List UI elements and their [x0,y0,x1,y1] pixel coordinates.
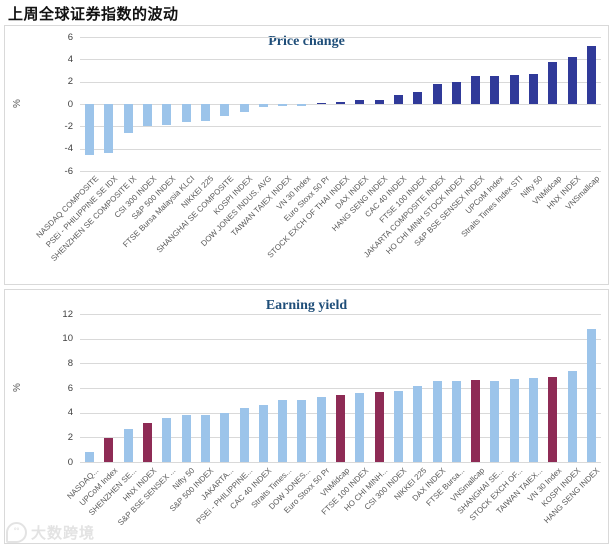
bar-dax-index [432,381,442,462]
gridline [80,171,601,172]
bar-hnx-index [567,56,577,104]
bar-euro-stoxx-50-pr [316,102,326,104]
gridline [80,363,601,365]
bar-csi-300-index [143,104,152,127]
gridline [80,59,601,61]
gridline [80,104,601,105]
bar-taiwan-taiex-index [278,104,288,107]
bar-s-p-500-index [162,104,172,126]
bar-dow-jones-indus-avg [258,104,268,108]
y-axis-unit-label: % [11,383,23,392]
bar-ho-chi-minh [374,391,384,462]
bar-upcom-index [104,437,114,462]
bar-straits-times-index-sti [509,75,519,104]
bar-cac-40-index [393,94,403,104]
earning-yield-chart-panel: Earning yield % 12 10 8 6 4 2 0 NASDAQ... UPCoM … [4,289,609,544]
chart-title-earning-yield: Earning yield [265,298,348,313]
y-axis-tick-label: -4 [64,143,73,155]
bar-vnmidcap [336,395,345,462]
bar-straits-times [278,400,288,462]
bar-cac-40-index [258,405,268,462]
y-axis-tick-label: 4 [67,407,73,419]
bar-dow-jones [297,400,307,462]
y-axis-tick-label: 4 [67,53,73,65]
gridline [80,462,601,463]
bar-vnsmallcap [471,380,481,462]
bar-stock-exch-of [509,379,519,462]
bar-dax-index [355,99,365,104]
bar-stock-exch-of-thai-index [336,101,345,104]
bar-s-p-500-index [200,414,210,462]
bar-hnx-index [143,423,152,462]
bar-psei-philippine-se-idx [104,104,114,154]
bar-nikkei-225 [200,104,210,121]
bar-hang-seng-index [374,99,384,104]
bar-nasdaq-composite [85,104,95,156]
bar-shanghai-se-composite [220,104,230,117]
bar-vn-30-index [548,376,558,462]
bar-vn-30-index [297,104,307,106]
y-axis-tick-label: -2 [64,120,73,132]
gridline [80,81,601,83]
y-axis-tick-label: 0 [67,98,73,110]
y-axis-tick-label: 10 [62,333,73,345]
bar-nasdaq [85,451,95,462]
bar-nifty-50 [181,414,191,462]
gridline [80,148,601,150]
y-axis-tick-label: 12 [62,308,73,320]
y-axis-tick-label: 2 [67,431,73,443]
bar-s-p-bse-sensex-index [471,76,481,104]
bar-jakarta-composite-index [432,83,442,104]
bar-vnsmallcap [586,45,596,104]
gridline [80,37,601,38]
bar-hang-seng-index [586,329,596,462]
y-axis-tick-label: -6 [64,165,73,177]
bar-shenzhen-se [123,429,133,462]
bar-ftse-100-index [355,392,365,462]
bar-ftse-bursa-malaysia-klci [181,104,191,122]
bar-ftse-100-index [413,91,423,104]
gridline [80,388,601,389]
bar-kospi-index [239,104,249,112]
bar-upcom-index [490,76,500,104]
x-axis-label: SHENZHEN SE COMPOSITE IX [49,174,139,264]
y-axis-tick-label: 8 [67,357,73,369]
bar-s-p-bse-sensex [162,418,172,462]
bar-ftse-bursa [451,381,461,462]
page-title: 上周全球证券指数的波动 [8,6,179,23]
gridline [80,314,601,315]
bar-shanghai-se [490,381,500,462]
bar-jakarta [220,412,230,462]
bar-psei-philippine [239,408,249,462]
bar-nikkei-225 [413,385,423,462]
price-change-chart-panel: Price change % 6 4 2 0 -2 -4 -6 NASDAQ COMPOSIT… [4,25,609,285]
bar-ho-chi-minh-stock-index [451,81,461,104]
bar-nifty-50 [529,74,538,104]
y-axis-tick-label: 2 [67,76,73,88]
bar-shenzhen-se-composite-ix [123,104,133,133]
y-axis-tick-label: 6 [67,382,73,394]
gridline [80,126,601,128]
bar-csi-300-index [393,391,403,462]
bar-kospi-index [567,370,577,462]
gridline [80,338,601,340]
bar-taiwan-taiex [529,377,538,462]
y-axis-tick-label: 6 [67,31,73,43]
y-axis-unit-label: % [11,99,23,108]
bar-vnmidcap [548,61,558,104]
bar-euro-stoxx-50-pr [316,396,326,462]
y-axis-tick-label: 0 [67,456,73,468]
